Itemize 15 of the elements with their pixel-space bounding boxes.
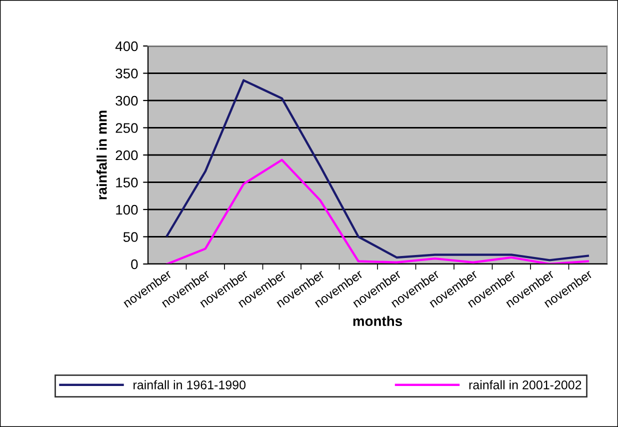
line-series	[166, 79, 589, 262]
legend-label: rainfall in 1961-1990	[134, 380, 246, 390]
y-axis-title: rainfall in mm	[96, 110, 107, 200]
y-tick-label: 250	[116, 123, 138, 133]
line-series	[166, 158, 589, 264]
y-tick-label: 150	[116, 178, 138, 188]
y-tick-label: 200	[116, 150, 138, 160]
y-tick-label: 50	[123, 232, 138, 242]
y-tick-label: 400	[115, 41, 138, 52]
x-axis-title: months	[353, 316, 402, 326]
y-tick-label: 350	[116, 68, 138, 78]
y-tick-label: 300	[116, 96, 138, 106]
y-tick-label: 100	[116, 204, 138, 215]
legend-label: rainfall in 2001-2002	[469, 380, 582, 390]
y-tick-label: 0	[131, 259, 138, 270]
